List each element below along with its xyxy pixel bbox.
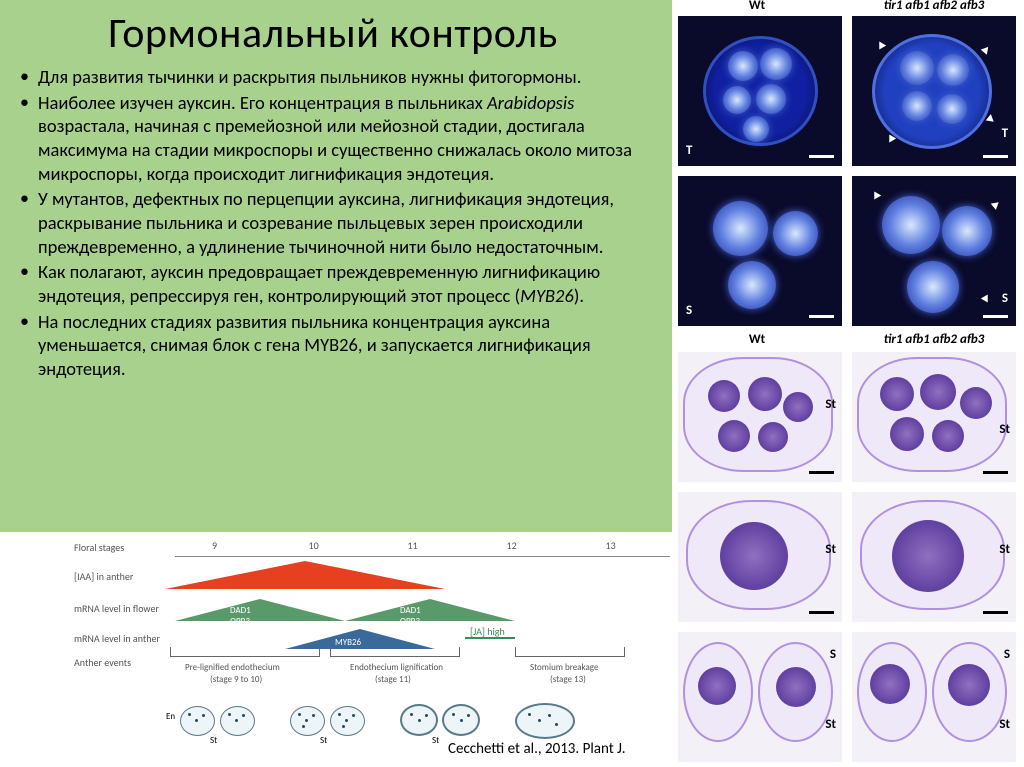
axis-tick: 10 xyxy=(309,539,319,552)
anther-stage-drawing: En St xyxy=(180,701,270,743)
fluor-image-wt-2: S xyxy=(678,176,842,326)
diagram-row-label: mRNA level in anther xyxy=(70,632,175,645)
st-label: St xyxy=(320,735,327,746)
ja-line xyxy=(465,637,515,639)
event-sublabel: (stage 13) xyxy=(550,674,586,685)
t-annotation: T xyxy=(686,143,692,158)
st-label: St xyxy=(432,735,439,746)
bullet-list: Для развития тычинки и раскрытия пыльник… xyxy=(10,65,656,381)
s-annotation: S xyxy=(1002,291,1008,306)
st-label: St xyxy=(210,735,217,746)
hormone-diagram: Floral stages 9 10 11 12 13 [IAA] in ant… xyxy=(70,535,670,760)
light-image-wt-3: S St xyxy=(678,632,842,762)
light-image-mutant-2: St xyxy=(852,492,1016,622)
slide-root: Гормональный контроль Для развития тычин… xyxy=(0,0,1024,767)
mutant-label: tir1 afb1 afb2 afb3 xyxy=(854,0,1014,13)
st-annotation: St xyxy=(825,397,836,412)
mutant-label: tir1 afb1 afb2 afb3 xyxy=(854,332,1014,347)
en-label: En xyxy=(166,711,175,722)
st-annotation: St xyxy=(999,422,1010,437)
diagram-row-label: Floral stages xyxy=(70,541,175,554)
diagram-row-label: Anther events xyxy=(70,656,175,669)
axis-tick: 13 xyxy=(606,539,616,552)
fluor-image-mutant-2: S xyxy=(852,176,1016,326)
wt-label: Wt xyxy=(727,332,787,347)
event-sublabel: (stage 11) xyxy=(375,674,411,685)
event-label: Endothecium lignification xyxy=(350,662,443,673)
bullet-item: На последних стадиях развития пыльника к… xyxy=(10,310,656,381)
st-annotation: St xyxy=(999,542,1010,557)
diagram-row-label: [IAA] in anther xyxy=(70,570,175,583)
bullet-item: Для развития тычинки и раскрытия пыльник… xyxy=(10,65,656,89)
bullet-item: Как полагают, ауксин предовращает прежде… xyxy=(10,260,656,307)
light-image-mutant: St xyxy=(852,352,1016,482)
anther-stage-drawing xyxy=(510,701,600,743)
axis-tick: 9 xyxy=(212,539,217,552)
anther-stage-drawing: St xyxy=(290,701,380,743)
iaa-peak xyxy=(175,561,670,591)
st-annotation: St xyxy=(825,542,836,557)
citation: Cecchetti et al., 2013. Plant J. xyxy=(448,740,626,758)
fluor-image-wt: T xyxy=(678,16,842,166)
event-sublabel: (stage 9 to 10) xyxy=(210,674,262,685)
light-image-wt-2: St xyxy=(678,492,842,622)
diagram-row-label: mRNA level in flower xyxy=(70,602,175,615)
t-annotation: T xyxy=(1002,126,1008,141)
s-annotation: S xyxy=(830,647,836,662)
anther-stage-drawing: St xyxy=(400,701,490,743)
st-annotation: St xyxy=(825,717,836,732)
dad-peak-row: DAD1 OPR3 DAD1 OPR3 xyxy=(175,593,670,623)
st-annotation: St xyxy=(999,717,1010,732)
event-label: Stomium breakage xyxy=(530,662,598,673)
light-image-mutant-3: S St xyxy=(852,632,1016,762)
anther-drawings: En St St St xyxy=(70,701,670,743)
axis-tick: 12 xyxy=(507,539,517,552)
s-annotation: S xyxy=(1004,647,1010,662)
slide-title: Гормональный контроль xyxy=(10,8,656,59)
s-annotation: S xyxy=(686,303,692,318)
wt-label: Wt xyxy=(727,0,787,13)
fluor-image-mutant: T xyxy=(852,16,1016,166)
microscopy-panel: Wt tir1 afb1 afb2 afb3 T T xyxy=(672,0,1024,767)
bullet-item: Наиболее изучен ауксин. Его концентрация… xyxy=(10,91,656,186)
light-image-wt: St xyxy=(678,352,842,482)
text-region: Гормональный контроль Для развития тычин… xyxy=(0,0,672,532)
bullet-item: У мутантов, дефектных по перцепции аукси… xyxy=(10,187,656,258)
event-label: Pre-lignified endothecium xyxy=(185,662,280,673)
stage-axis: 9 10 11 12 13 xyxy=(175,537,670,557)
axis-tick: 11 xyxy=(408,539,418,552)
